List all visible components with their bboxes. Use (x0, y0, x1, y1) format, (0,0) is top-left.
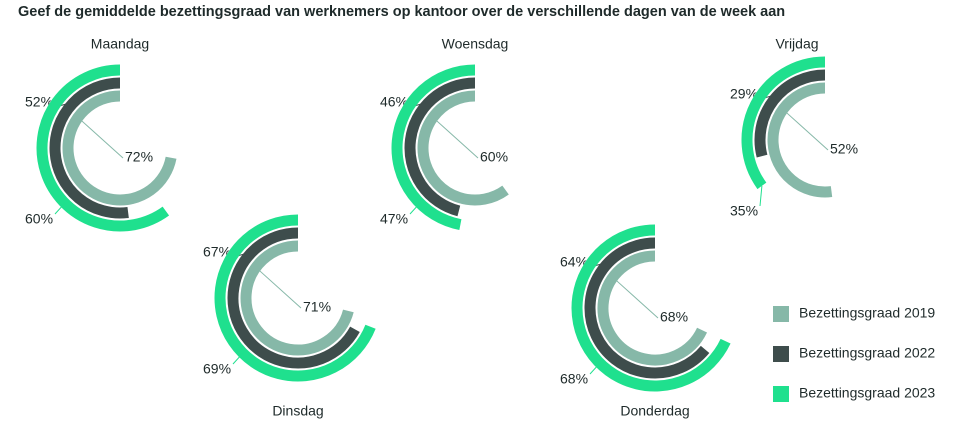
leader-line (232, 352, 244, 365)
value-label: 71% (303, 299, 331, 315)
leader-line (589, 362, 601, 375)
value-label: 47% (380, 211, 408, 227)
value-label: 52% (830, 141, 858, 157)
legend-label: Bezettingsgraad 2019 (799, 305, 935, 321)
leader-line (54, 202, 66, 215)
arc-bar (49, 77, 129, 219)
arc-bar (227, 227, 360, 369)
leader-line (759, 185, 763, 207)
value-label: 29% (730, 86, 758, 102)
arc-bar (767, 82, 833, 198)
arc-bar (404, 77, 476, 217)
value-label: 68% (560, 371, 588, 387)
legend-label: Bezettingsgraad 2023 (799, 385, 935, 401)
leader-line (77, 117, 124, 159)
value-label: 69% (203, 361, 231, 377)
day-label: Vrijdag (775, 36, 818, 52)
arc-bar (597, 250, 708, 366)
legend-swatch (773, 306, 789, 322)
leader-line (255, 267, 302, 309)
legend-swatch (773, 346, 789, 362)
legend-label: Bezettingsgraad 2022 (799, 345, 935, 361)
day-label: Maandag (91, 36, 149, 52)
value-label: 52% (25, 94, 53, 110)
leader-line (409, 202, 421, 215)
arc-bar (417, 90, 509, 206)
chart-title: Geef de gemiddelde bezettingsgraad van w… (18, 4, 785, 20)
day-label: Donderdag (620, 403, 689, 419)
value-label: 64% (560, 254, 588, 270)
arc-bar (214, 214, 376, 382)
arc-bar (36, 64, 170, 232)
value-label: 46% (380, 94, 408, 110)
day-label: Dinsdag (272, 403, 323, 419)
leader-line (432, 117, 479, 159)
value-label: 60% (25, 211, 53, 227)
arc-bar (391, 64, 476, 231)
day-label: Woensdag (442, 36, 509, 52)
value-label: 72% (125, 149, 153, 165)
arc-bar (62, 90, 177, 206)
arc-bar (584, 237, 710, 379)
value-label: 68% (660, 309, 688, 325)
arc-bar (571, 224, 731, 392)
value-label: 67% (203, 244, 231, 260)
leader-line (782, 109, 829, 151)
arc-bar (741, 56, 826, 190)
leader-line (612, 277, 659, 319)
legend-swatch (773, 386, 789, 402)
arc-bar (240, 240, 354, 356)
value-label: 60% (480, 149, 508, 165)
arc-bar (754, 69, 826, 158)
value-label: 35% (730, 203, 758, 219)
